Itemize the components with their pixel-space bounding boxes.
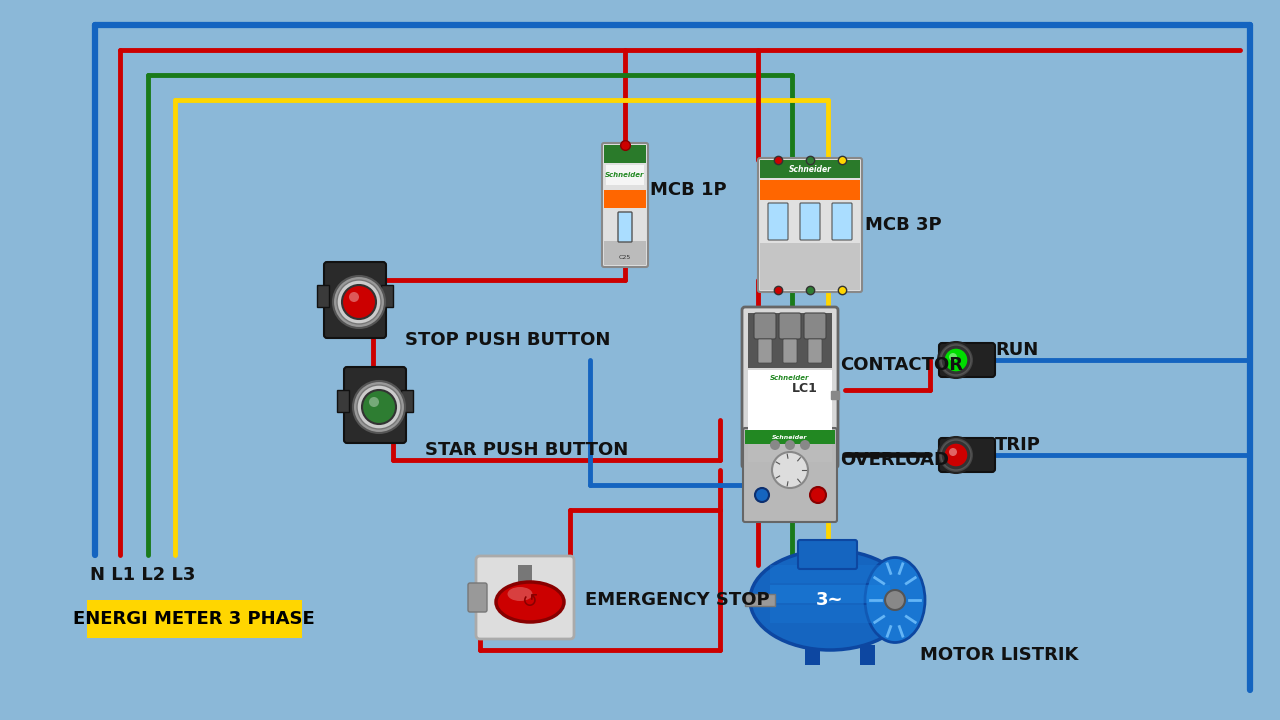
FancyBboxPatch shape [940,343,995,377]
Bar [760,243,860,290]
Bar [745,594,774,606]
Circle shape [349,292,358,302]
Circle shape [342,285,376,319]
Text: ENERGI METER 3 PHASE: ENERGI METER 3 PHASE [73,610,315,628]
Text: Schneider: Schneider [772,434,808,439]
Bar [748,432,832,462]
Text: 3~: 3~ [817,591,844,609]
Circle shape [362,390,396,424]
Bar [604,190,646,208]
Circle shape [353,381,404,433]
Circle shape [810,487,826,503]
FancyBboxPatch shape [771,565,890,583]
Bar [760,160,860,178]
Bar [805,645,820,665]
Text: EMERGENCY STOP: EMERGENCY STOP [585,591,769,609]
Bar [748,370,832,430]
Circle shape [369,397,379,407]
Ellipse shape [750,550,910,650]
FancyBboxPatch shape [87,600,302,638]
Ellipse shape [865,557,925,642]
Bar [518,565,532,590]
FancyBboxPatch shape [602,143,648,267]
FancyBboxPatch shape [758,339,772,363]
FancyBboxPatch shape [742,428,837,522]
FancyBboxPatch shape [476,556,573,639]
Bar [604,241,646,265]
FancyBboxPatch shape [758,158,861,292]
Circle shape [938,342,974,378]
Text: MOTOR LISTRIK: MOTOR LISTRIK [920,646,1078,664]
Text: LC1: LC1 [792,382,818,395]
Ellipse shape [507,587,532,601]
Circle shape [337,280,381,324]
Text: STOP PUSH BUTTON: STOP PUSH BUTTON [404,331,611,349]
FancyBboxPatch shape [742,307,838,468]
FancyBboxPatch shape [800,203,820,240]
FancyBboxPatch shape [797,540,858,569]
Text: TRIP: TRIP [995,436,1041,454]
Text: MCB 1P: MCB 1P [650,181,727,199]
Text: Schneider: Schneider [771,375,810,381]
Text: STAR PUSH BUTTON: STAR PUSH BUTTON [425,441,628,459]
Circle shape [948,353,957,361]
Text: N L1 L2 L3: N L1 L2 L3 [90,566,196,584]
FancyBboxPatch shape [324,262,387,338]
Circle shape [948,448,957,456]
Bar [748,313,832,368]
Text: Schneider: Schneider [605,172,645,178]
FancyBboxPatch shape [783,339,797,363]
Text: CONTACTOR: CONTACTOR [840,356,963,374]
Text: C25: C25 [618,254,631,259]
Bar [745,430,835,444]
Bar [605,165,644,185]
Circle shape [938,437,974,473]
Bar [604,145,646,163]
Circle shape [941,345,972,375]
Bar [860,645,876,665]
Circle shape [945,348,968,372]
Circle shape [941,440,972,470]
Circle shape [945,443,968,467]
Circle shape [800,440,810,450]
FancyBboxPatch shape [771,585,890,603]
Circle shape [772,452,808,488]
FancyBboxPatch shape [832,203,852,240]
Circle shape [884,590,905,610]
Text: MCB 3P: MCB 3P [865,216,942,234]
Circle shape [333,276,385,328]
FancyBboxPatch shape [771,605,890,623]
Text: ↺: ↺ [522,593,538,611]
FancyBboxPatch shape [344,367,406,443]
FancyBboxPatch shape [804,313,826,339]
Bar [760,180,860,200]
Circle shape [357,385,401,429]
FancyBboxPatch shape [754,313,776,339]
FancyBboxPatch shape [940,438,995,472]
Bar [337,390,349,412]
Circle shape [785,440,795,450]
FancyBboxPatch shape [808,339,822,363]
Bar [401,390,413,412]
Bar [317,285,329,307]
Ellipse shape [497,582,564,622]
Bar [381,285,393,307]
FancyBboxPatch shape [468,583,486,612]
Text: Schneider: Schneider [788,164,832,174]
FancyBboxPatch shape [780,313,801,339]
Circle shape [755,488,769,502]
FancyBboxPatch shape [618,212,632,242]
Text: OVERLOAD: OVERLOAD [840,451,948,469]
FancyBboxPatch shape [768,203,788,240]
Text: RUN: RUN [995,341,1038,359]
Circle shape [771,440,780,450]
